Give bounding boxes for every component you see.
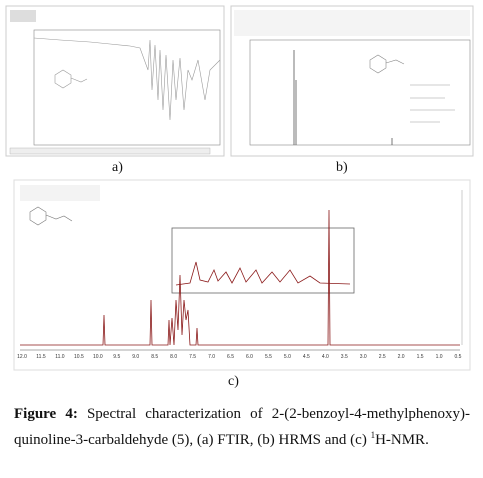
nmr-tick-label: 0.5 [455,354,462,360]
nmr-tick-label: 3.5 [341,354,348,360]
nmr-tick-label: 9.0 [132,354,139,360]
nmr-tick-label: 1.5 [417,354,424,360]
nmr-tick-label: 10.0 [93,354,103,360]
nmr-spectrum [20,209,460,346]
ftir-footer [9,147,211,155]
ftir-spectrum [33,37,221,121]
nmr-tick-label: 5.5 [265,354,272,360]
nmr-tick-label: 2.5 [379,354,386,360]
hrms-axes [249,39,471,146]
ftir-axes [33,29,221,146]
caption-superscript: 1 [370,430,376,440]
nmr-tick-label: 7.5 [189,354,196,360]
nmr-tick-label: 8.5 [151,354,158,360]
nmr-tick-label: 6.5 [227,354,234,360]
caption-text-end: H-NMR. [375,432,429,448]
nmr-tick-label: 7.0 [208,354,215,360]
handwritten-notes [410,84,455,123]
panel-label: b) [336,160,348,175]
panel-label: c) [228,374,239,389]
structure [54,69,88,89]
nmr-tick-label: 12.0 [17,354,27,360]
figure-images: 12.0 11.5 11.0 10.5 10.0 9.5 9.0 8.5 8.0 7.5 7.0 6.… [5,5,474,371]
structure [369,54,405,74]
caption-label: Figure 4: [14,406,78,422]
caption-text: Spectral characterization of 2-(2-benzoy… [14,406,471,448]
hrms-header [234,10,470,36]
nmr-tick-label: 8.0 [170,354,177,360]
nmr-inset-spectrum [175,261,351,286]
nmr-tick-label: 4.5 [303,354,310,360]
structure [29,206,73,226]
nmr-tick-label: 5.0 [284,354,291,360]
nmr-tick-label: 9.5 [113,354,120,360]
nmr-tick-label: 2.0 [398,354,405,360]
nmr-tick-label: 4.0 [322,354,329,360]
nmr-tick-label: 11.0 [55,354,65,360]
nmr-tick-label: 1.0 [436,354,443,360]
nmr-tick-label: 10.5 [74,354,84,360]
ftir-frame [5,5,225,157]
nmr-tick-label: 6.0 [246,354,253,360]
nmr-tick-label: 11.5 [36,354,46,360]
nmr-header [20,185,100,201]
figure-caption: Figure 4: Spectral characterization of 2… [14,404,470,451]
logo [10,10,36,22]
nmr-tick-label: 3.0 [360,354,367,360]
panel-label: a) [112,160,123,175]
